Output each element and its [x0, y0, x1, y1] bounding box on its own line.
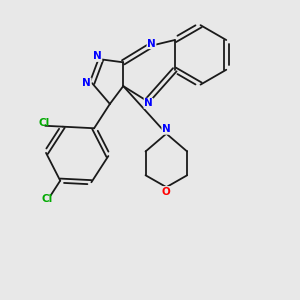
Text: Cl: Cl: [38, 118, 49, 128]
Text: Cl: Cl: [41, 194, 52, 204]
Text: N: N: [147, 39, 156, 49]
Text: N: N: [82, 78, 91, 88]
Text: O: O: [162, 187, 171, 196]
Text: N: N: [93, 51, 102, 62]
Text: N: N: [144, 98, 153, 108]
Text: N: N: [162, 124, 171, 134]
